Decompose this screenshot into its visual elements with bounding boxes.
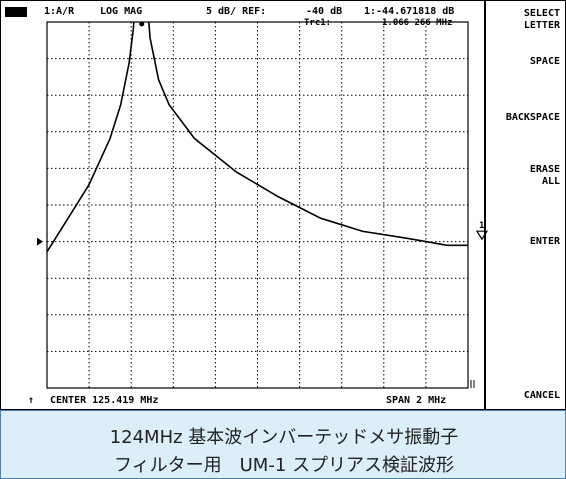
span-frequency: SPAN 2 MHz <box>386 395 447 406</box>
caption-line-1: 124MHz 基本波インバーテッドメサ振動子 <box>109 427 459 448</box>
caption-box: 124MHz 基本波インバーテッドメサ振動子 フィルター用 UM-1 スプリアス… <box>0 410 566 479</box>
format-label: LOG MAG <box>100 6 143 17</box>
up-arrow-icon: ↑ <box>28 395 35 406</box>
softkey-space[interactable]: SPACE <box>529 56 560 67</box>
marker-frequency: 1.066 266 MHz <box>382 18 453 28</box>
trace-label: Trc1: <box>304 18 332 28</box>
softkey-select-letter[interactable]: SELECT LETTER <box>523 8 560 31</box>
softkey-backspace[interactable]: BACKSPACE <box>505 112 560 123</box>
reference-marker-icon <box>37 237 43 246</box>
softkey-erase-all[interactable]: ERASE ALL <box>529 164 560 187</box>
peak-point <box>139 21 145 27</box>
softkey-enter[interactable]: ENTER <box>529 236 560 247</box>
channel-indicator <box>5 7 27 17</box>
trace-line <box>47 22 468 253</box>
trace-plot: 1 <box>37 21 489 389</box>
channel-label: 1:A/R <box>44 6 75 17</box>
scale-label: 5 dB/ REF: <box>206 6 267 17</box>
caption-line-2: フィルター用 UM-1 スプリアス検証波形 <box>113 455 454 476</box>
ref-level: -40 dB <box>306 6 343 17</box>
marker-value: 1:-44.671818 dB <box>364 6 455 17</box>
center-frequency: CENTER 125.419 MHz <box>50 395 159 406</box>
softkey-panel: SELECT LETTER SPACE BACKSPACE ERASE ALL … <box>484 0 566 410</box>
plot-frame <box>46 21 469 389</box>
softkey-cancel[interactable]: CANCEL <box>523 390 560 401</box>
marker-number: 1 <box>479 221 484 231</box>
